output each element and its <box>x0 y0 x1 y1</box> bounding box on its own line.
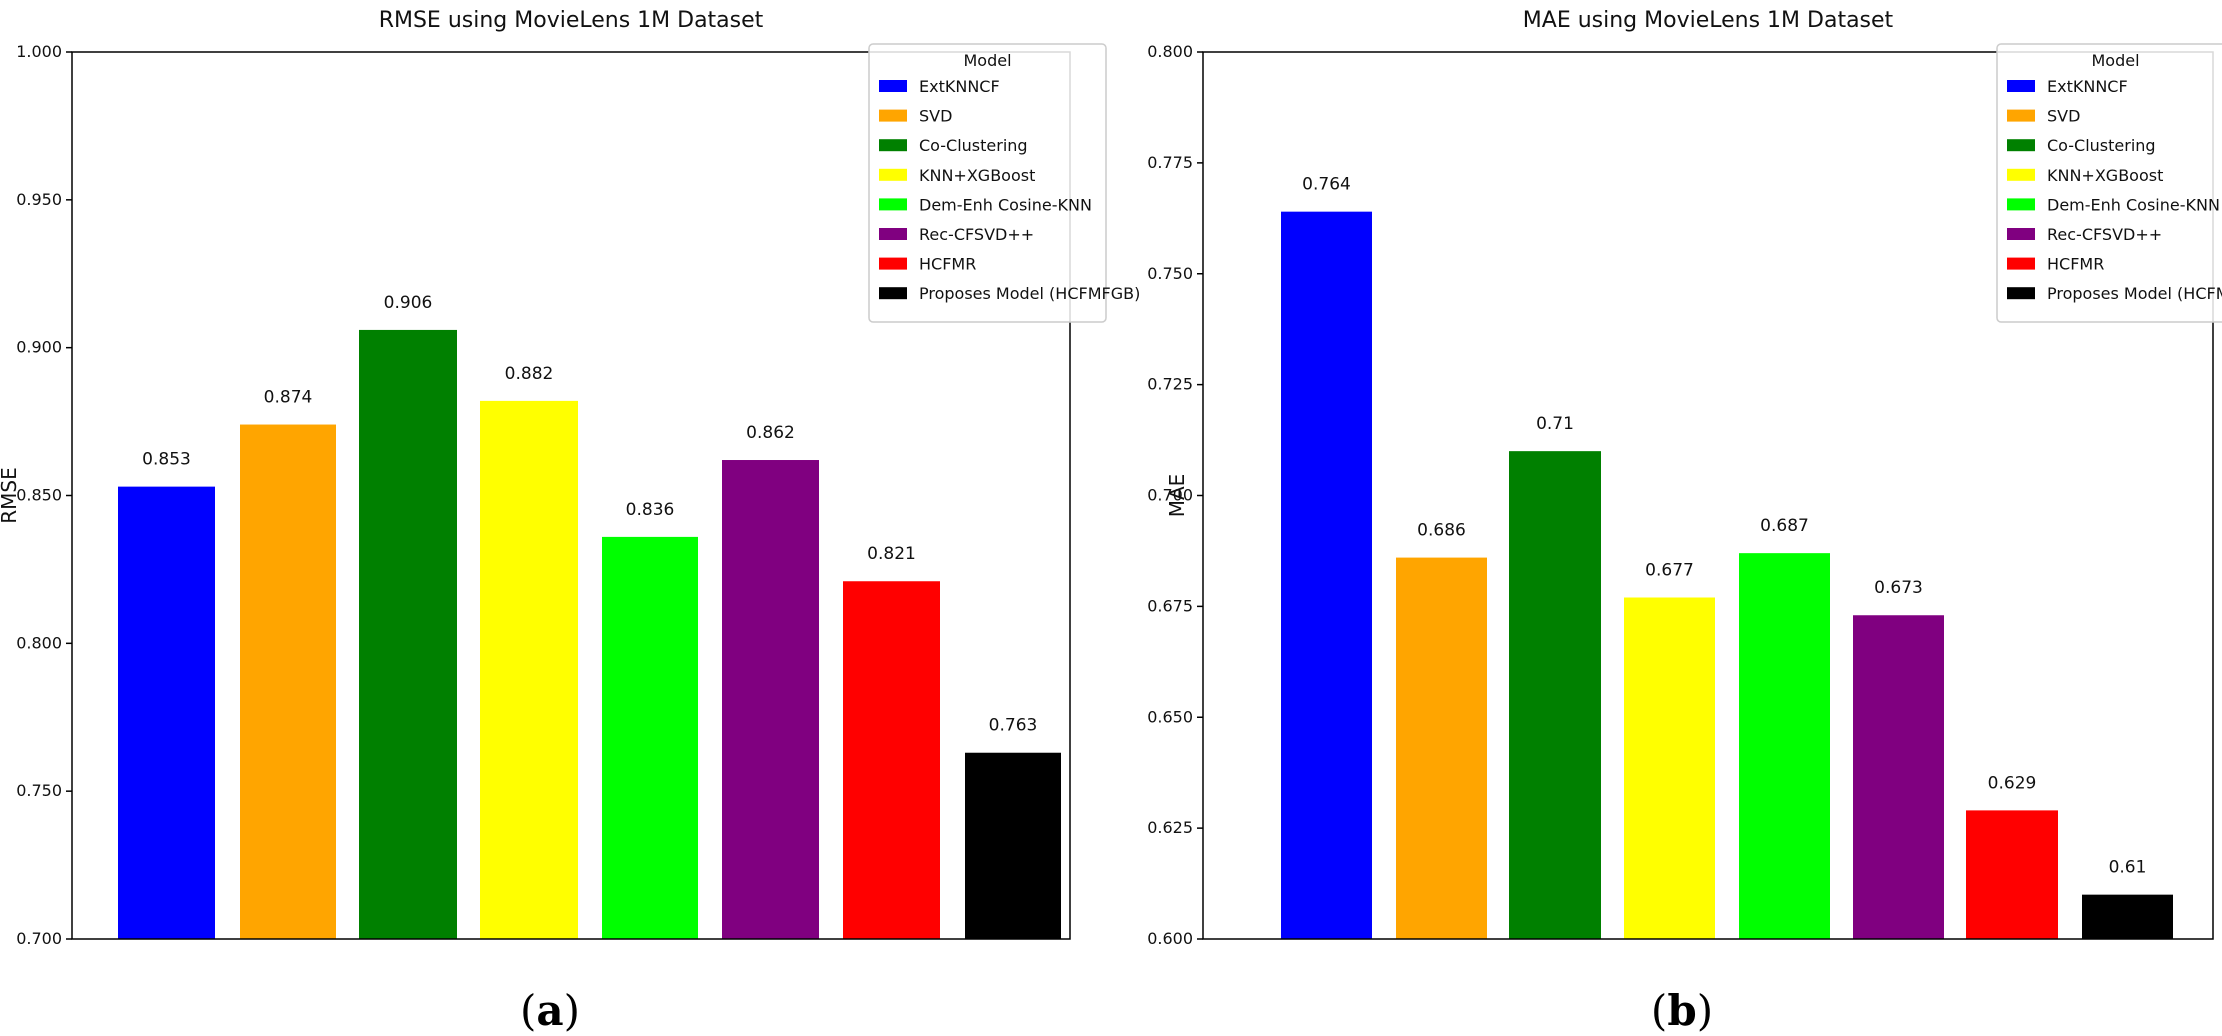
chart-title: MAE using MovieLens 1M Dataset <box>1523 8 1894 33</box>
bar-proposes-model-hcfmfgb- <box>965 752 1061 939</box>
legend-entry-label: Co-Clustering <box>919 136 1028 155</box>
bar-extknncf <box>118 486 215 939</box>
legend-entry-label: Dem-Enh Cosine-KNN <box>919 195 1092 214</box>
y-tick-label: 0.750 <box>16 781 62 800</box>
legend-swatch <box>879 109 907 122</box>
legend-entry-label: KNN+XGBoost <box>2047 166 2163 185</box>
legend-entry-label: Proposes Model (HCFMFGB) <box>919 284 1140 303</box>
y-tick-label: 0.800 <box>1147 42 1193 61</box>
legend-swatch <box>2007 228 2035 240</box>
legend-swatch <box>879 287 907 300</box>
legend-entry-label: ExtKNNCF <box>919 77 1000 96</box>
y-tick-label: 1.000 <box>16 42 62 61</box>
legend-swatch <box>2007 168 2035 181</box>
bar-dem-enh-cosine-knn <box>602 536 698 939</box>
bar-rec-cfsvd- <box>722 460 819 939</box>
y-tick-label: 0.950 <box>16 190 62 209</box>
data-label: 0.71 <box>1536 414 1574 434</box>
legend-swatch <box>879 228 907 240</box>
bar-knn-xgboost <box>1624 597 1715 939</box>
legend-swatch <box>2007 257 2035 270</box>
data-label: 0.686 <box>1417 521 1466 541</box>
data-label: 0.906 <box>384 293 433 313</box>
data-label: 0.874 <box>264 388 313 408</box>
data-label: 0.764 <box>1302 175 1351 195</box>
legend-entry-label: Rec-CFSVD++ <box>919 225 1034 244</box>
data-label: 0.629 <box>1988 773 2037 793</box>
legend-swatch <box>879 198 907 211</box>
legend-swatch <box>879 139 907 152</box>
y-tick-label: 0.600 <box>1147 929 1193 948</box>
legend-swatch <box>2007 109 2035 122</box>
legend-swatch <box>2007 80 2035 92</box>
bar-rec-cfsvd- <box>1853 615 1944 939</box>
data-label: 0.882 <box>505 364 554 384</box>
y-tick-label: 0.625 <box>1147 818 1193 837</box>
data-label: 0.673 <box>1874 578 1923 598</box>
y-tick-label: 0.675 <box>1147 596 1193 615</box>
legend-entry-label: ExtKNNCF <box>2047 77 2128 96</box>
bar-extknncf <box>1281 211 1372 939</box>
legend-swatch <box>879 80 907 92</box>
chart-title: RMSE using MovieLens 1M Dataset <box>379 8 764 33</box>
legend-title: Model <box>2091 51 2139 70</box>
y-tick-label: 0.750 <box>1147 264 1193 283</box>
data-label: 0.687 <box>1760 516 1809 536</box>
bar-svd <box>1396 557 1487 939</box>
y-tick-label: 0.725 <box>1147 375 1193 394</box>
y-tick-label: 0.900 <box>16 338 62 357</box>
legend-swatch <box>879 168 907 181</box>
y-tick-label: 0.700 <box>16 929 62 948</box>
y-tick-label: 0.700 <box>1147 486 1193 505</box>
legend-entry-label: Co-Clustering <box>2047 136 2156 155</box>
bar-co-clustering <box>359 329 457 940</box>
data-label: 0.853 <box>142 450 191 470</box>
legend-swatch <box>2007 139 2035 152</box>
bar-svd <box>240 424 336 939</box>
y-axis-label: RMSE <box>0 467 21 523</box>
bar-hcfmr <box>1966 810 2058 939</box>
legend-swatch <box>879 257 907 270</box>
y-axis-label: MAE <box>1165 474 1189 518</box>
data-label: 0.677 <box>1645 561 1694 581</box>
y-tick-label: 0.650 <box>1147 707 1193 726</box>
y-tick-label: 0.850 <box>16 486 62 505</box>
bar-knn-xgboost <box>480 400 578 939</box>
legend-entry-label: SVD <box>2047 107 2080 126</box>
chart-rmse: RMSE using MovieLens 1M Dataset 0.853 0.87… <box>0 8 1140 1035</box>
legend: Model ExtKNNCF SVD Co-Clustering KNN+XGBoost… <box>868 43 1140 323</box>
legend-entry-label: Proposes Model (HCFMFGB) <box>2047 284 2222 303</box>
bar-co-clustering <box>1509 451 1601 939</box>
legend-entry-label: Rec-CFSVD++ <box>2047 225 2162 244</box>
data-label: 0.836 <box>626 500 675 520</box>
legend-swatch <box>2007 198 2035 211</box>
subfigure-caption: (a) <box>520 986 580 1035</box>
legend-entry-label: HCFMR <box>919 255 976 274</box>
legend-box <box>1996 43 2222 323</box>
y-tick-label: 0.800 <box>16 633 62 652</box>
legend: Model ExtKNNCF SVD Co-Clustering KNN+XGBoost… <box>1996 43 2222 323</box>
data-label: 0.862 <box>746 423 795 443</box>
data-label: 0.61 <box>2109 858 2147 878</box>
bar-proposes-model-hcfmfgb- <box>2082 894 2173 939</box>
legend-entry-label: SVD <box>919 107 952 126</box>
legend-box <box>868 43 1107 323</box>
legend-entry-label: KNN+XGBoost <box>919 166 1035 185</box>
chart-mae: MAE using MovieLens 1M Dataset 0.764 0.686… <box>1147 8 2222 1035</box>
y-tick-label: 0.775 <box>1147 153 1193 172</box>
bar-dem-enh-cosine-knn <box>1739 553 1830 939</box>
legend-entry-label: Dem-Enh Cosine-KNN <box>2047 195 2220 214</box>
legend-swatch <box>2007 287 2035 300</box>
legend-entry-label: HCFMR <box>2047 255 2104 274</box>
data-label: 0.763 <box>989 716 1038 736</box>
data-label: 0.821 <box>867 544 916 564</box>
legend-title: Model <box>963 51 1011 70</box>
bar-hcfmr <box>843 581 940 939</box>
subfigure-caption: (b) <box>1651 986 1713 1035</box>
